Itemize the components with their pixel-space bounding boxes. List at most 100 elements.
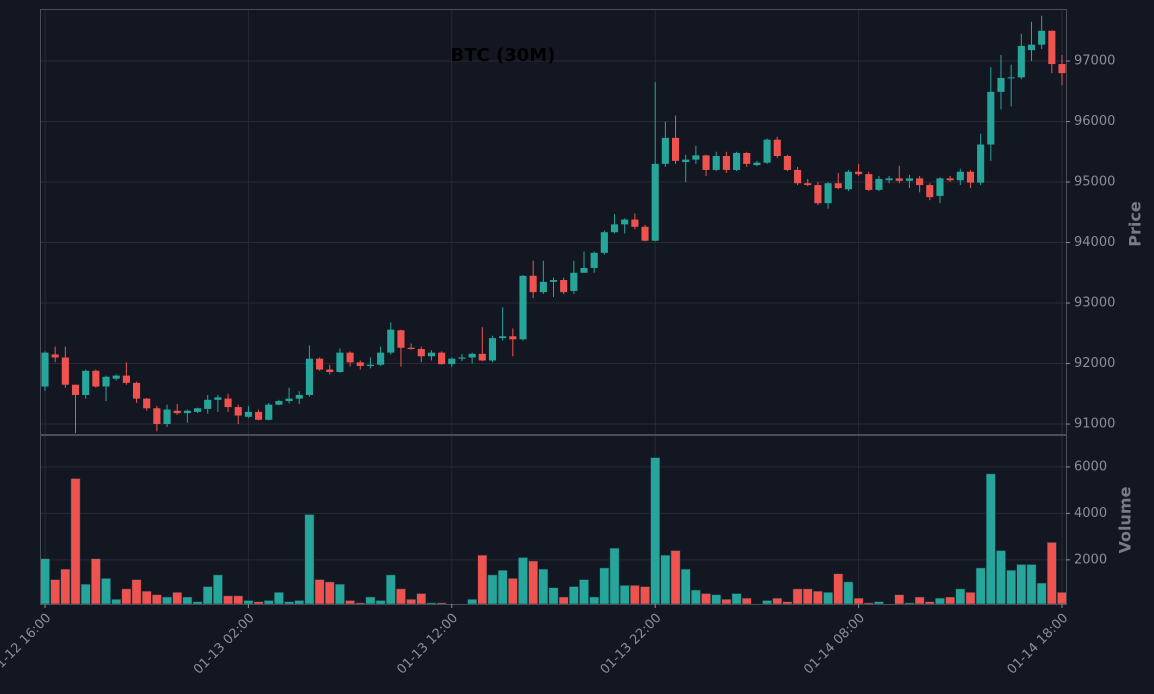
- volume-bar: [711, 594, 722, 605]
- volume-bar: [792, 588, 803, 605]
- volume-bar: [50, 579, 60, 605]
- volume-bar: [680, 568, 691, 605]
- volume-bar: [874, 601, 884, 605]
- volume-bar: [640, 586, 650, 605]
- candle-body: [407, 347, 415, 349]
- volume-bar: [487, 574, 498, 605]
- candle-body: [702, 155, 710, 170]
- y-tick-label: 94000: [1074, 235, 1115, 250]
- volume-bar: [355, 602, 366, 605]
- candle-body: [539, 281, 547, 293]
- candle-body: [641, 226, 649, 241]
- volume-bar: [538, 568, 549, 605]
- candle-body: [570, 272, 578, 291]
- y2-axis-label: Volume: [1116, 486, 1135, 553]
- candle-body: [712, 156, 720, 170]
- volume-bar: [507, 578, 518, 605]
- candle-body: [1027, 44, 1036, 51]
- candle-body: [783, 156, 791, 170]
- candle-body: [82, 370, 90, 395]
- candle-body: [387, 329, 395, 353]
- candle-body: [153, 408, 161, 425]
- volume-bar: [243, 600, 254, 605]
- volume-bar: [691, 589, 701, 605]
- candle-body: [61, 357, 69, 385]
- candle-body: [905, 178, 914, 181]
- candle-body: [377, 352, 385, 365]
- candle-body: [122, 375, 130, 383]
- candle-body: [102, 376, 110, 387]
- volume-bar: [213, 574, 223, 605]
- volume-bar: [304, 514, 315, 605]
- volume-bar: [863, 602, 874, 605]
- volume-bar: [335, 583, 345, 605]
- volume-bar: [436, 602, 447, 605]
- volume-bar: [294, 600, 305, 605]
- candle-body: [478, 353, 486, 361]
- volume-bar: [1006, 570, 1016, 605]
- volume-bar: [782, 601, 793, 605]
- candle-body: [41, 352, 49, 387]
- volume-bar: [1057, 592, 1067, 605]
- candle-body: [112, 375, 120, 379]
- candle-body: [692, 155, 700, 160]
- candle-body: [773, 139, 781, 157]
- volume-bar: [904, 602, 915, 605]
- volume-bar: [660, 554, 671, 605]
- candle-body: [936, 178, 944, 196]
- candle-body: [397, 330, 405, 348]
- y-axis-label: Price: [1126, 201, 1145, 247]
- candle-body: [295, 394, 303, 399]
- candle-body: [346, 352, 354, 363]
- candle-body: [305, 358, 313, 395]
- volume-bar: [406, 599, 416, 605]
- candle-body: [997, 77, 1005, 92]
- candle-body: [549, 280, 558, 282]
- candle-body: [824, 183, 832, 204]
- candle-body: [977, 144, 985, 183]
- candle-body: [844, 171, 852, 190]
- volume-bar: [609, 547, 620, 605]
- volume-bar: [843, 581, 854, 605]
- volume-bar: [385, 574, 396, 605]
- candle-body: [285, 398, 293, 402]
- candle-body: [895, 178, 903, 181]
- candle-body: [499, 336, 507, 339]
- volume-bar: [670, 550, 681, 605]
- candle-body: [51, 354, 59, 358]
- candle-body: [946, 178, 954, 181]
- candle-body: [509, 336, 517, 340]
- candle-body: [865, 174, 873, 190]
- candle-body: [763, 139, 771, 163]
- plot-border: [40, 9, 1067, 605]
- volume-bar: [935, 597, 945, 605]
- volume-bar: [101, 578, 111, 605]
- volume-bar: [996, 550, 1006, 605]
- y2-tick-label: 6000: [1074, 459, 1107, 474]
- volume-bar: [619, 585, 630, 605]
- volume-bar: [1036, 582, 1047, 605]
- candle-body: [631, 219, 639, 227]
- y2-tick-label: 4000: [1074, 506, 1107, 521]
- candle-body: [733, 152, 741, 170]
- volume-bar: [630, 585, 640, 605]
- chart-title: BTC (30M): [451, 45, 556, 66]
- volume-bar: [985, 473, 996, 605]
- candle-body: [132, 382, 141, 399]
- candle-body: [987, 91, 995, 145]
- volume-bar: [802, 588, 813, 605]
- volume-bar: [914, 596, 925, 605]
- candle-body: [722, 156, 730, 170]
- candle-body: [743, 152, 751, 164]
- volume-bar: [721, 599, 732, 605]
- candle-body: [427, 352, 436, 357]
- volume-bar: [1047, 542, 1057, 605]
- candle-body: [519, 275, 527, 340]
- volume-bar: [111, 599, 122, 605]
- volume-bar: [731, 593, 742, 605]
- volume-bar: [152, 594, 162, 605]
- volume-bar: [569, 586, 579, 605]
- volume-bar: [945, 596, 955, 605]
- candle-body: [671, 137, 680, 161]
